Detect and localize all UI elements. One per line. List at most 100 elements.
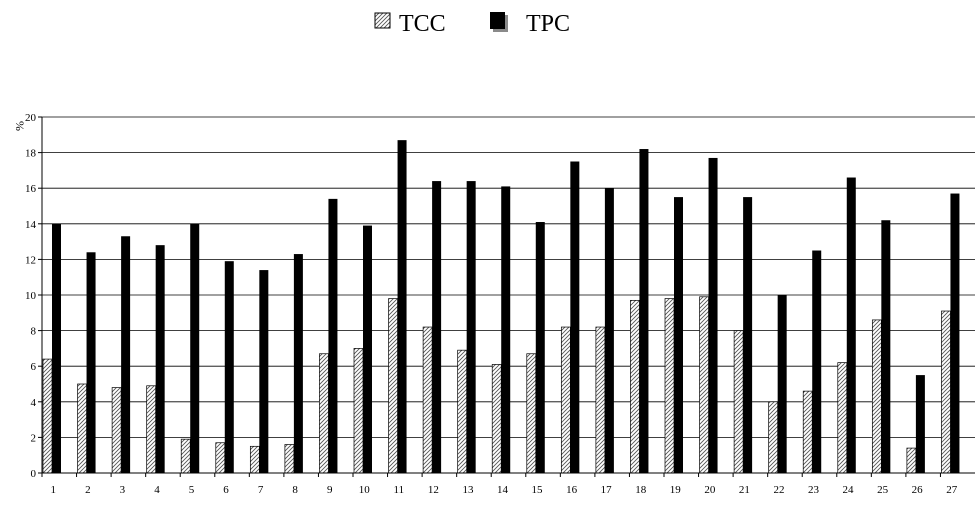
bar-tcc bbox=[802, 390, 813, 474]
x-tick-label: 25 bbox=[877, 484, 889, 496]
bar-tcc bbox=[837, 362, 848, 474]
y-axis-label: % bbox=[13, 121, 27, 131]
y-tick-label: 2 bbox=[31, 432, 37, 444]
bar-tcc bbox=[664, 298, 675, 474]
x-tick-label: 21 bbox=[739, 484, 750, 496]
bar-tcc bbox=[941, 310, 951, 474]
x-tick-label: 5 bbox=[189, 484, 195, 496]
x-tick-label: 10 bbox=[359, 484, 371, 496]
bar-tcc bbox=[768, 401, 779, 474]
legend-item-tcc: TCC bbox=[374, 11, 446, 37]
bar-tpc bbox=[466, 181, 476, 473]
y-tick-label: 20 bbox=[25, 112, 37, 124]
bar-tcc bbox=[699, 296, 709, 474]
bar-tcc bbox=[353, 348, 364, 474]
bar-tcc bbox=[180, 438, 191, 474]
bar-tpc bbox=[812, 250, 822, 473]
bar-tpc bbox=[190, 223, 200, 473]
bar-tcc bbox=[388, 298, 398, 474]
bar-tpc bbox=[881, 220, 891, 473]
bar-tpc bbox=[535, 222, 545, 473]
x-tick-label: 4 bbox=[154, 484, 160, 496]
x-tick-label: 27 bbox=[946, 484, 958, 496]
x-tick-label: 26 bbox=[912, 484, 924, 496]
x-tick-label: 12 bbox=[428, 484, 439, 496]
bar-tpc bbox=[432, 181, 442, 473]
bar-tpc bbox=[86, 252, 96, 473]
bar-tpc bbox=[674, 197, 683, 473]
y-tick-label: 10 bbox=[25, 290, 37, 302]
bar-tpc bbox=[743, 197, 753, 473]
bars bbox=[42, 140, 960, 474]
y-tick-label: 4 bbox=[31, 397, 37, 409]
x-tick-label: 8 bbox=[292, 484, 298, 496]
x-tick-label: 23 bbox=[808, 484, 820, 496]
legend-swatch-tpc bbox=[490, 12, 505, 29]
bar-tcc bbox=[77, 383, 87, 474]
bar-tpc bbox=[363, 225, 372, 473]
bar-tpc bbox=[501, 186, 511, 474]
axes bbox=[38, 116, 975, 477]
bar-tcc bbox=[319, 353, 329, 474]
bar-tpc bbox=[121, 236, 131, 473]
y-tick-label: 8 bbox=[31, 326, 37, 338]
y-tick-label: 0 bbox=[31, 468, 37, 480]
bar-tpc bbox=[328, 198, 338, 473]
bar-tpc bbox=[708, 157, 718, 473]
x-tick-label: 11 bbox=[394, 484, 405, 496]
bar-tpc bbox=[950, 193, 960, 474]
bar-tpc bbox=[777, 295, 787, 473]
bar-tpc bbox=[52, 223, 61, 473]
bar-tcc bbox=[215, 442, 226, 474]
bar-tpc bbox=[224, 261, 234, 473]
bar-tcc bbox=[630, 299, 640, 474]
y-tick-label: 6 bbox=[31, 361, 37, 373]
legend-swatch-tcc bbox=[374, 12, 391, 29]
legend-label-tpc: TPC bbox=[526, 11, 570, 37]
x-tick-label: 17 bbox=[601, 484, 613, 496]
bar-tcc bbox=[146, 385, 157, 474]
bar-tpc bbox=[397, 140, 407, 473]
x-tick-label: 22 bbox=[773, 484, 784, 496]
legend-label-tcc: TCC bbox=[399, 11, 446, 37]
x-tick-labels: 1 2 3 4 5 6 7 8 9 10 11 12 13 14 15 16 17 18 19 20 21 22 23 24 2… bbox=[51, 484, 958, 496]
bar-tcc bbox=[871, 319, 882, 474]
bar-tpc bbox=[259, 270, 269, 473]
x-tick-label: 9 bbox=[327, 484, 333, 496]
x-tick-label: 14 bbox=[497, 484, 509, 496]
x-tick-label: 1 bbox=[51, 484, 57, 496]
bar-tcc bbox=[457, 349, 468, 474]
x-tick-label: 19 bbox=[670, 484, 682, 496]
x-tick-label: 16 bbox=[566, 484, 578, 496]
bar-tcc bbox=[526, 353, 537, 474]
bar-tpc bbox=[639, 149, 649, 474]
x-tick-label: 7 bbox=[258, 484, 264, 496]
x-tick-label: 18 bbox=[635, 484, 647, 496]
bar-tcc bbox=[491, 364, 502, 474]
bar-tcc bbox=[733, 330, 744, 474]
y-tick-label: 12 bbox=[25, 254, 36, 266]
y-tick-label: 14 bbox=[25, 219, 37, 231]
bar-tcc bbox=[111, 387, 122, 474]
x-tick-label: 24 bbox=[843, 484, 855, 496]
bar-tcc bbox=[422, 326, 433, 474]
bar-tcc bbox=[284, 444, 295, 474]
bar-tpc bbox=[155, 245, 165, 473]
bar-tcc bbox=[906, 447, 917, 474]
bar-tpc bbox=[604, 188, 614, 473]
bar-tpc bbox=[915, 375, 925, 473]
legend: TCC TPC bbox=[374, 11, 570, 37]
x-tick-label: 6 bbox=[223, 484, 229, 496]
x-tick-label: 13 bbox=[462, 484, 474, 496]
y-tick-label: 18 bbox=[25, 148, 37, 160]
bar-tcc bbox=[42, 358, 53, 474]
bar-tcc bbox=[560, 326, 571, 474]
legend-item-tpc: TPC bbox=[490, 11, 570, 37]
bar-tcc bbox=[249, 445, 260, 474]
bar-tpc bbox=[293, 254, 303, 473]
bar-tcc bbox=[595, 326, 606, 474]
y-tick-label: 16 bbox=[25, 183, 37, 195]
bar-tpc bbox=[846, 177, 856, 473]
bar-tpc bbox=[570, 161, 580, 473]
